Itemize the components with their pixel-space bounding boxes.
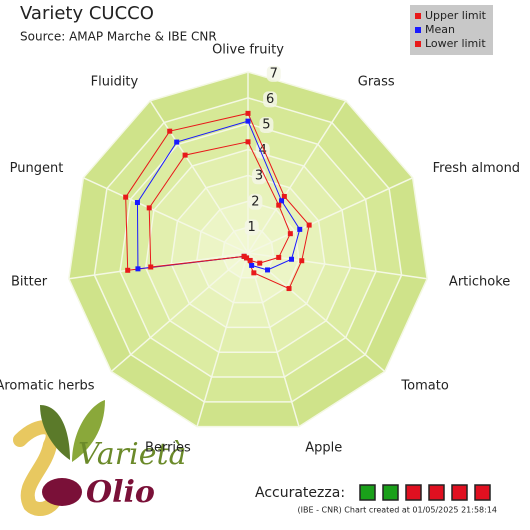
r-tick-label: 3 — [255, 169, 263, 184]
footer: (IBE - CNR) Chart created at 01/05/2025 … — [298, 506, 498, 515]
data-point — [245, 139, 251, 145]
tick-label-bg — [248, 193, 263, 210]
tick-label-bg — [263, 91, 278, 108]
axis-spoke — [83, 177, 249, 254]
axis-spoke — [247, 100, 347, 254]
legend-swatch — [415, 41, 421, 47]
data-point — [174, 139, 180, 145]
data-point — [299, 258, 305, 264]
accuracy-square — [359, 484, 376, 501]
axis-label: Olive fruity — [212, 43, 284, 58]
axis-label: Grass — [358, 75, 395, 90]
axis-spoke — [196, 252, 249, 427]
data-point — [245, 118, 251, 124]
accuracy-square — [428, 484, 445, 501]
logo-text: Olio — [86, 475, 155, 510]
axis-label: Bitter — [11, 274, 48, 289]
r-tick-label: 7 — [270, 66, 278, 81]
data-point — [241, 253, 247, 259]
axis-label: Tomato — [400, 378, 448, 393]
data-point — [286, 286, 292, 292]
axis-spoke — [110, 252, 249, 373]
axis-spoke — [149, 100, 249, 254]
data-point — [167, 128, 173, 134]
data-point — [125, 267, 131, 273]
data-point — [276, 254, 282, 260]
data-point — [182, 152, 188, 158]
data-point — [146, 205, 152, 211]
axis-label: Fluidity — [91, 75, 139, 90]
logo-leaf — [40, 405, 70, 460]
data-point — [279, 198, 285, 204]
logo: Varietà Olio — [13, 400, 186, 516]
legend-label: Mean — [425, 23, 455, 36]
r-tick-label: 2 — [251, 194, 259, 209]
accuracy-square — [382, 484, 399, 501]
axis-label: Artichoke — [449, 274, 510, 289]
data-point — [249, 262, 255, 268]
data-point — [287, 231, 293, 237]
data-point — [281, 193, 287, 199]
data-point — [306, 222, 312, 228]
data-point — [265, 267, 271, 273]
tick-label-bg — [266, 65, 281, 82]
legend-swatch — [415, 27, 421, 33]
axis-spoke — [247, 252, 300, 427]
data-point — [245, 110, 251, 116]
axis-label: Aromatic herbs — [0, 378, 95, 393]
logo-leaf — [72, 400, 105, 462]
axis-label: Fresh almond — [433, 161, 520, 176]
legend-box — [410, 5, 493, 55]
legend-label: Upper limit — [425, 9, 487, 22]
legend-swatch — [415, 13, 421, 19]
data-point — [135, 266, 141, 272]
legend-label: Lower limit — [425, 37, 486, 50]
accuracy-label: Accuratezza: — [255, 485, 345, 501]
r-tick-label: 4 — [259, 143, 267, 158]
data-point — [276, 202, 282, 208]
r-tick-label: 5 — [262, 118, 270, 133]
accuracy-square — [451, 484, 468, 501]
axis-label: Berries — [145, 440, 191, 455]
data-point — [297, 226, 303, 232]
data-point — [257, 260, 263, 266]
r-tick-label: 1 — [248, 220, 256, 235]
tick-label-bg — [244, 219, 259, 236]
axis-label: Apple — [305, 440, 342, 455]
axis-spoke — [247, 177, 413, 254]
data-point — [247, 257, 253, 263]
logo-olive — [42, 478, 82, 506]
r-tick-label: 6 — [266, 92, 274, 107]
data-point — [289, 256, 295, 262]
data-point — [251, 270, 257, 276]
chart-title: Variety CUCCO — [20, 3, 154, 24]
accuracy-square — [474, 484, 491, 501]
data-point — [123, 194, 129, 200]
radar-grid — [68, 71, 428, 428]
tick-label-bg — [259, 117, 274, 134]
chart-subtitle: Source: AMAP Marche & IBE CNR — [20, 30, 217, 44]
axis-spoke — [247, 252, 386, 373]
logo-text: Varietà — [78, 437, 186, 472]
data-point — [148, 264, 154, 270]
data-point — [134, 200, 140, 206]
accuracy-square — [405, 484, 422, 501]
axis-label: Pungent — [10, 161, 64, 176]
